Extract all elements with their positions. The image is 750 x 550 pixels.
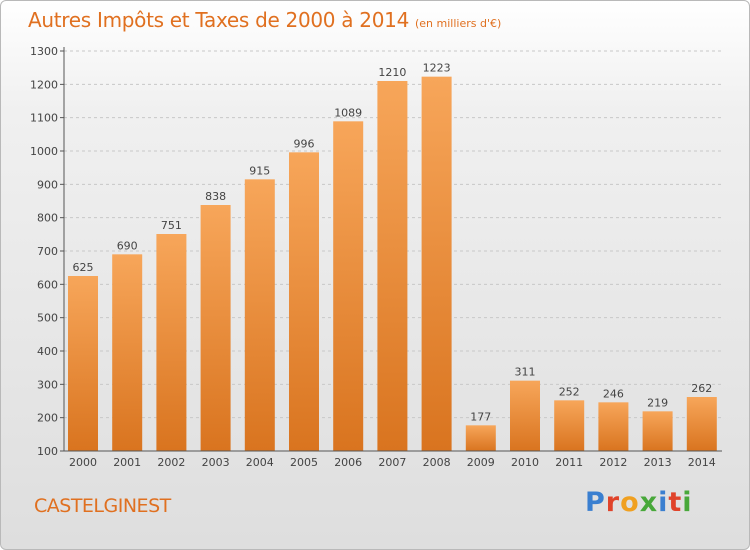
bar	[68, 276, 98, 451]
data-label: 838	[205, 190, 226, 203]
y-tick-label: 100	[37, 445, 58, 458]
bar	[598, 402, 629, 451]
y-tick-label: 400	[37, 345, 58, 358]
x-tick-label: 2007	[378, 456, 406, 469]
logo-letter: i	[682, 487, 693, 518]
data-label: 625	[73, 261, 94, 274]
bar	[200, 205, 231, 451]
y-tick-label: 1100	[30, 112, 58, 125]
bar	[289, 152, 319, 452]
bar	[112, 254, 143, 451]
bar	[421, 76, 452, 452]
logo-letter: P	[585, 487, 606, 518]
data-label: 915	[249, 164, 270, 177]
x-tick-label: 2010	[511, 456, 539, 469]
bar	[333, 121, 364, 451]
x-tick-label: 2002	[157, 456, 185, 469]
data-label: 177	[470, 410, 491, 423]
x-tick-label: 2014	[688, 456, 716, 469]
bars	[68, 76, 717, 452]
y-tick-label: 900	[37, 178, 58, 191]
bar	[554, 400, 585, 451]
axes	[63, 47, 722, 452]
data-label: 252	[559, 385, 580, 398]
bar	[510, 380, 540, 451]
proxiti-logo: Proxiti	[585, 487, 693, 518]
x-tick-label: 2012	[599, 456, 627, 469]
y-tick-label: 300	[37, 378, 58, 391]
unit-note: (en milliers d'€)	[415, 17, 502, 30]
y-tick-label: 1000	[30, 145, 58, 158]
x-tick-label: 2013	[644, 456, 672, 469]
y-axis-ticks: 100 200 300 400 500 600 700 800 900 1000 1100 1200 1…	[30, 45, 64, 458]
x-tick-label: 2000	[69, 456, 97, 469]
logo-letter: i	[658, 487, 669, 518]
bar	[642, 411, 673, 451]
bar	[465, 425, 496, 451]
y-tick-label: 600	[37, 278, 58, 291]
bar	[377, 81, 408, 451]
logo-letter: x	[639, 487, 659, 518]
x-tick-label: 2008	[423, 456, 451, 469]
data-label: 1223	[423, 62, 451, 75]
data-label: 1210	[378, 66, 406, 79]
city-name: CASTELGINEST	[34, 495, 171, 517]
data-labels: 625 690 751 838 915 996 1089 1210 1223 177 311 252 2…	[73, 62, 713, 424]
x-tick-label: 2006	[334, 456, 362, 469]
logo-letter: r	[605, 487, 621, 518]
data-label: 219	[647, 396, 668, 409]
logo-letter: o	[620, 487, 640, 518]
x-tick-label: 2005	[290, 456, 318, 469]
chart-title: Autres Impôts et Taxes de 2000 à 2014 (en…	[28, 8, 501, 32]
data-label: 246	[603, 387, 624, 400]
data-label: 311	[515, 366, 536, 379]
x-tick-label: 2009	[467, 456, 495, 469]
data-label: 262	[691, 382, 712, 395]
y-tick-label: 800	[37, 212, 58, 225]
y-tick-label: 700	[37, 245, 58, 258]
y-tick-label: 1300	[30, 45, 58, 58]
x-axis-ticks: 2000 2001 2002 2003 2004 2005 2006 2007 2008 2009…	[69, 456, 716, 469]
x-tick-label: 2011	[555, 456, 583, 469]
data-label: 751	[161, 219, 182, 232]
y-tick-label: 200	[37, 412, 58, 425]
logo-letter: t	[668, 487, 683, 518]
x-tick-label: 2001	[113, 456, 141, 469]
chart-title-text: Autres Impôts et Taxes de 2000 à 2014	[28, 8, 409, 32]
bar	[156, 234, 187, 451]
y-tick-label: 500	[37, 312, 58, 325]
x-tick-label: 2004	[246, 456, 274, 469]
data-label: 1089	[334, 106, 362, 119]
x-tick-label: 2003	[202, 456, 230, 469]
data-label: 996	[294, 137, 315, 150]
y-tick-label: 1200	[30, 78, 58, 91]
bar	[244, 179, 275, 452]
data-label: 690	[117, 239, 138, 252]
bar	[686, 397, 717, 451]
